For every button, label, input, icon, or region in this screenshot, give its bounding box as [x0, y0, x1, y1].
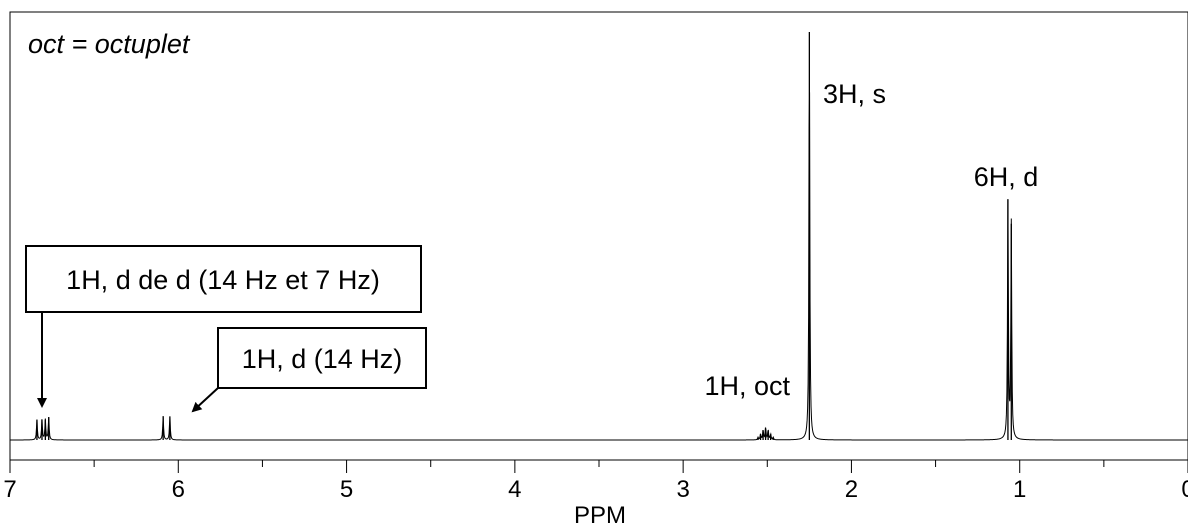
x-tick-label: 6 [172, 476, 185, 503]
x-tick-label: 1 [1013, 476, 1026, 503]
x-axis-tick-labels: 7 6 5 4 3 2 1 0 [3, 476, 1188, 503]
peak-annotation-label: 3H, s [823, 79, 886, 109]
annotation-box [217, 327, 427, 389]
legend-note: oct = octuplet [28, 29, 191, 59]
x-tick-label: 7 [3, 476, 16, 503]
x-tick-label: 3 [676, 476, 689, 503]
peak-annotation-label: 1H, d (14 Hz) [242, 344, 403, 374]
spectrum-line [10, 92, 1188, 441]
x-axis-ticks [9, 460, 1188, 473]
peak-annotation-label: 1H, d de d (14 Hz et 7 Hz) [66, 265, 380, 295]
x-tick-label: 4 [508, 476, 521, 503]
peak-annotation-label: 1H, oct [704, 371, 790, 401]
spectrum-peaks [36, 32, 1012, 440]
x-axis-title: PPM [574, 502, 626, 525]
x-tick-label: 2 [845, 476, 858, 503]
peak-annotation-label: 6H, d [974, 162, 1039, 192]
x-tick-label: 5 [340, 476, 353, 503]
peak-annotations: 3H, s 6H, d 1H, oct 1H, d de d (14 Hz et 7 … [25, 79, 1039, 413]
annotation-box [25, 245, 422, 313]
annotation-arrow [191, 387, 219, 413]
x-tick-label: 0 [1181, 476, 1188, 503]
